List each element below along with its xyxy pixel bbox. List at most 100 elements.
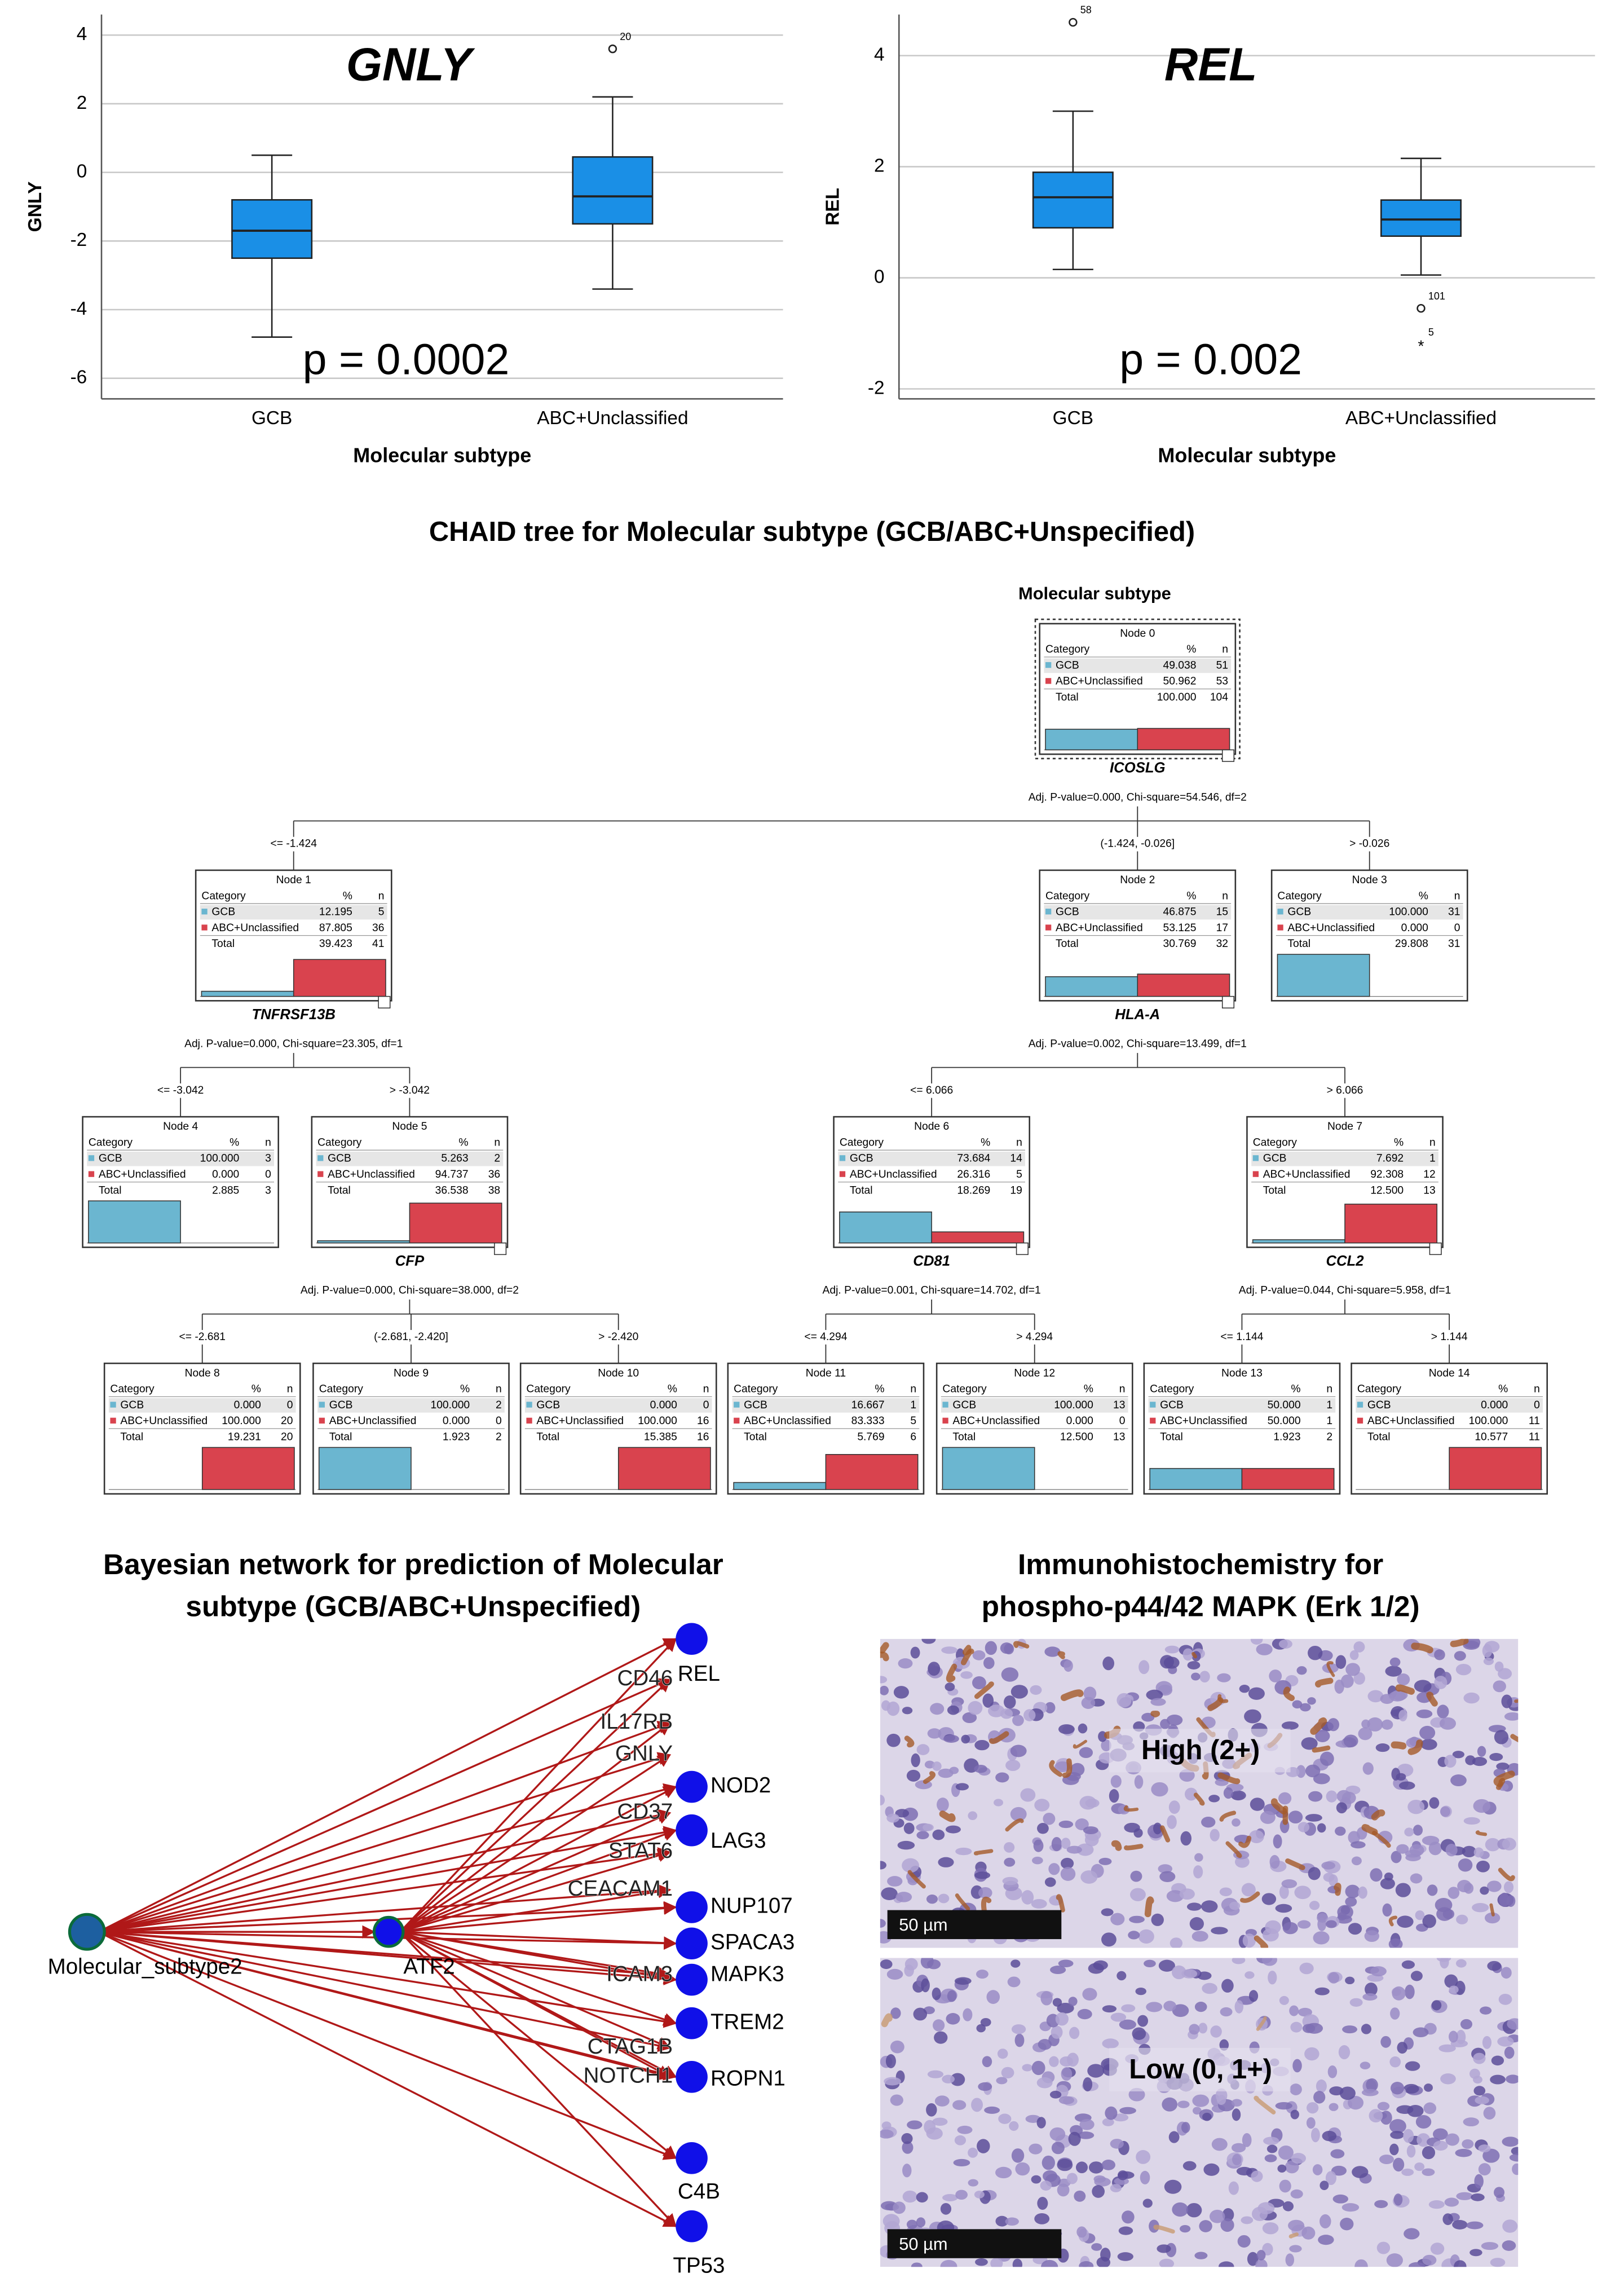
nucleus <box>1478 2144 1491 2153</box>
swatch <box>88 1155 95 1161</box>
category: ABC+Unclassified <box>952 1415 1040 1427</box>
col-header: % <box>668 1384 677 1395</box>
node-bar <box>1449 1447 1542 1490</box>
nucleus <box>1266 2144 1278 2153</box>
nucleus <box>1281 1879 1298 1888</box>
total-label: Total <box>1263 1184 1286 1196</box>
nucleus <box>1010 1744 1027 1757</box>
nucleus <box>985 1641 997 1655</box>
edge <box>399 1786 677 1933</box>
nucleus <box>886 1701 900 1716</box>
node-bar <box>317 1240 411 1244</box>
nucleus <box>1491 2055 1504 2066</box>
network-node <box>372 1915 405 1948</box>
nucleus <box>1396 2105 1414 2114</box>
nucleus <box>1397 1673 1410 1686</box>
nucleus <box>1416 1709 1433 1719</box>
count: 14 <box>1010 1153 1022 1165</box>
swatch <box>942 1402 948 1408</box>
tree-node: Node 8 Category% n GCB 0.000 0 ABC+Unclassifie… <box>103 1362 301 1495</box>
nucleus <box>1351 1856 1362 1866</box>
nucleus <box>1339 2086 1356 2100</box>
node-label: Node 7 <box>1327 1121 1362 1133</box>
nucleus <box>913 2007 928 2021</box>
nucleus <box>1375 1743 1390 1752</box>
count: 0 <box>703 1399 709 1411</box>
y-tick-label: 4 <box>77 24 87 45</box>
branch-bg <box>988 1330 1081 1345</box>
nucleus <box>1119 2019 1136 2030</box>
nucleus <box>1291 2153 1307 2164</box>
nucleus <box>996 2077 1008 2085</box>
nucleus <box>1494 1730 1509 1744</box>
nucleus <box>1440 1958 1449 1969</box>
nucleus <box>994 1799 1004 1807</box>
nucleus <box>1490 2074 1506 2085</box>
nucleus <box>1279 1995 1289 2005</box>
stain <box>1475 1830 1488 1836</box>
collapse-toggle <box>1016 1242 1029 1255</box>
total-label: Total <box>329 1431 352 1443</box>
nucleus <box>1361 2089 1379 2096</box>
nucleus <box>1144 1959 1156 1967</box>
nucleus <box>1278 2145 1294 2160</box>
nucleus <box>1078 1723 1088 1734</box>
y-tick-label: 0 <box>874 266 885 287</box>
nucleus <box>1416 2133 1431 2147</box>
nucleus <box>1476 1860 1490 1873</box>
nucleus <box>1012 1715 1024 1726</box>
nucleus <box>1403 2129 1414 2143</box>
nucleus <box>1314 1987 1330 1995</box>
stain <box>955 1893 970 1911</box>
nucleus <box>1044 1646 1061 1657</box>
nucleus <box>1325 2171 1337 2186</box>
branch-bg <box>156 1330 249 1345</box>
nucleus <box>1219 2261 1234 2267</box>
stain <box>1283 1686 1295 1701</box>
nucleus <box>1001 1667 1019 1682</box>
nucleus <box>1142 2199 1153 2208</box>
nucleus <box>1036 2077 1053 2089</box>
nucleus <box>1004 1842 1015 1853</box>
nucleus <box>1480 2006 1492 2015</box>
nucleus <box>886 1733 901 1747</box>
nucleus <box>968 1811 978 1821</box>
col-header: n <box>287 1384 293 1395</box>
total-value: 104 <box>1210 691 1228 703</box>
nucleus <box>1031 1898 1047 1909</box>
nucleus <box>1377 2102 1390 2111</box>
nucleus <box>1390 2131 1404 2139</box>
nucleus <box>1483 1657 1494 1666</box>
nucleus <box>1279 1885 1289 1899</box>
branch-bg <box>134 1083 227 1098</box>
network-node-label: GNLY <box>615 1742 673 1766</box>
nucleus <box>1110 2139 1124 2149</box>
count: 11 <box>1529 1415 1540 1427</box>
nucleus <box>1452 1751 1464 1759</box>
nucleus <box>1110 2012 1127 2022</box>
nucleus <box>1290 2109 1299 2120</box>
network-node <box>68 1913 106 1951</box>
nucleus <box>1032 1856 1043 1865</box>
nucleus <box>1440 1806 1450 1817</box>
nucleus <box>1340 2217 1354 2231</box>
nucleus <box>1498 1993 1512 2005</box>
nucleus <box>1242 2133 1252 2147</box>
nucleus <box>880 1919 886 1928</box>
count: 5 <box>910 1415 916 1427</box>
category: GCB <box>328 1153 351 1165</box>
network-node-label: NOTCH1 <box>584 2064 673 2088</box>
count: 0 <box>287 1399 293 1411</box>
nucleus <box>1076 1843 1094 1856</box>
nucleus <box>974 1739 990 1751</box>
nucleus <box>1116 1971 1127 1981</box>
nucleus <box>890 2094 903 2106</box>
nucleus <box>1177 2100 1190 2108</box>
nucleus <box>1352 2166 1369 2178</box>
branch-label: <= -1.424 <box>270 838 317 850</box>
nucleus <box>1482 1644 1493 1658</box>
nucleus <box>1049 2090 1062 2099</box>
nucleus <box>1502 1838 1516 1851</box>
nucleus <box>1057 2158 1073 2171</box>
nucleus <box>1110 1913 1125 1926</box>
